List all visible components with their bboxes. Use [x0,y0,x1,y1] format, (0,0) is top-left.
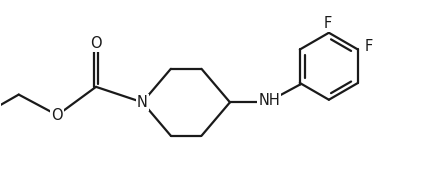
Text: O: O [90,36,102,51]
Text: F: F [365,39,373,54]
Text: NH: NH [258,93,280,108]
Text: F: F [324,16,332,31]
Text: N: N [137,95,148,110]
Text: O: O [51,108,63,123]
